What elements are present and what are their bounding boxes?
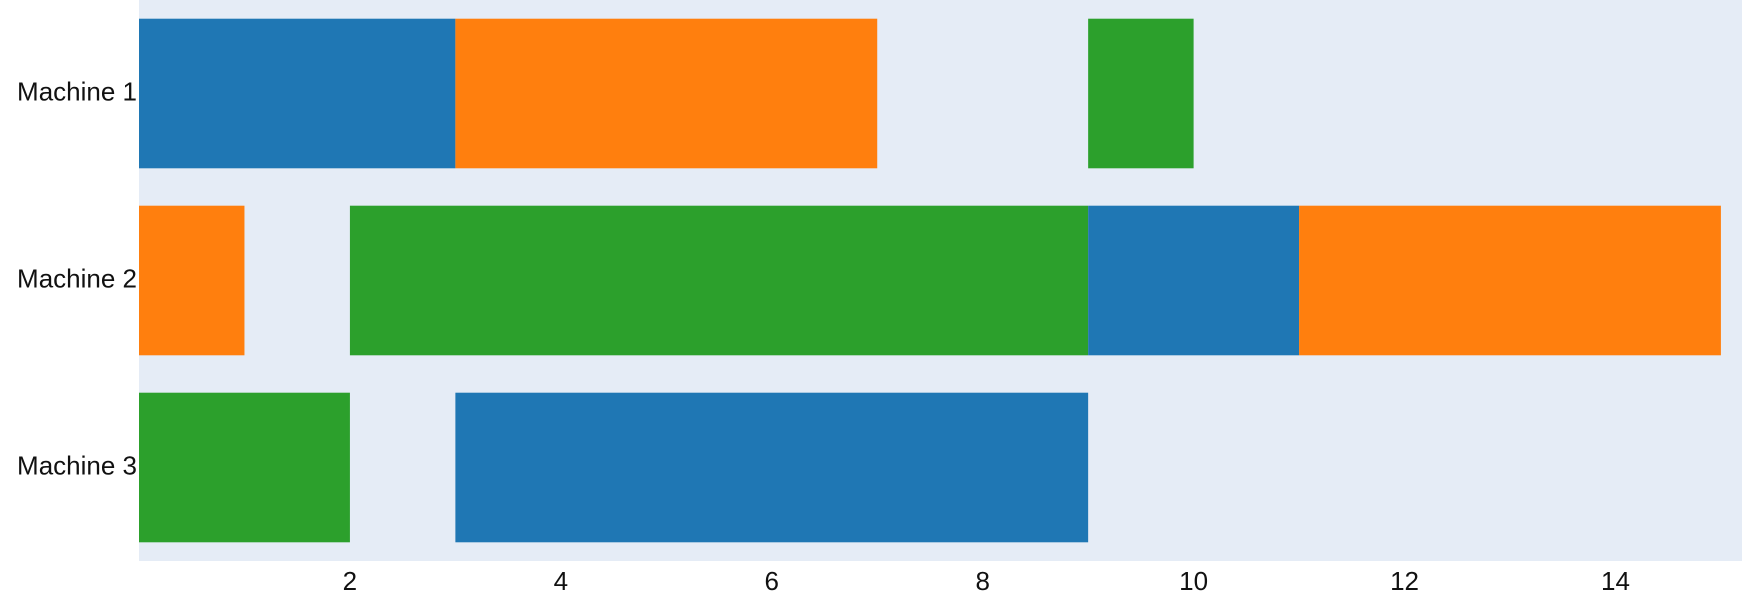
- task-bar: [139, 205, 245, 356]
- task-bar: [139, 18, 456, 169]
- task-bar: [139, 392, 350, 543]
- x-tick-label: 14: [1601, 566, 1630, 596]
- y-tick-label: Machine 1: [17, 76, 137, 106]
- y-tick-label: Machine 2: [17, 263, 137, 293]
- task-bar: [1088, 205, 1300, 356]
- x-tick-label: 12: [1390, 566, 1419, 596]
- task-bar: [1088, 18, 1194, 169]
- y-tick-label: Machine 3: [17, 450, 137, 480]
- task-bar: [349, 205, 1089, 356]
- task-bar: [455, 18, 878, 169]
- task-bar: [1299, 205, 1721, 356]
- x-tick-label: 2: [343, 566, 357, 596]
- x-tick-label: 8: [975, 566, 989, 596]
- x-tick-label: 10: [1179, 566, 1208, 596]
- x-tick-label: 4: [554, 566, 568, 596]
- task-bar: [455, 392, 1089, 543]
- x-tick-label: 6: [765, 566, 779, 596]
